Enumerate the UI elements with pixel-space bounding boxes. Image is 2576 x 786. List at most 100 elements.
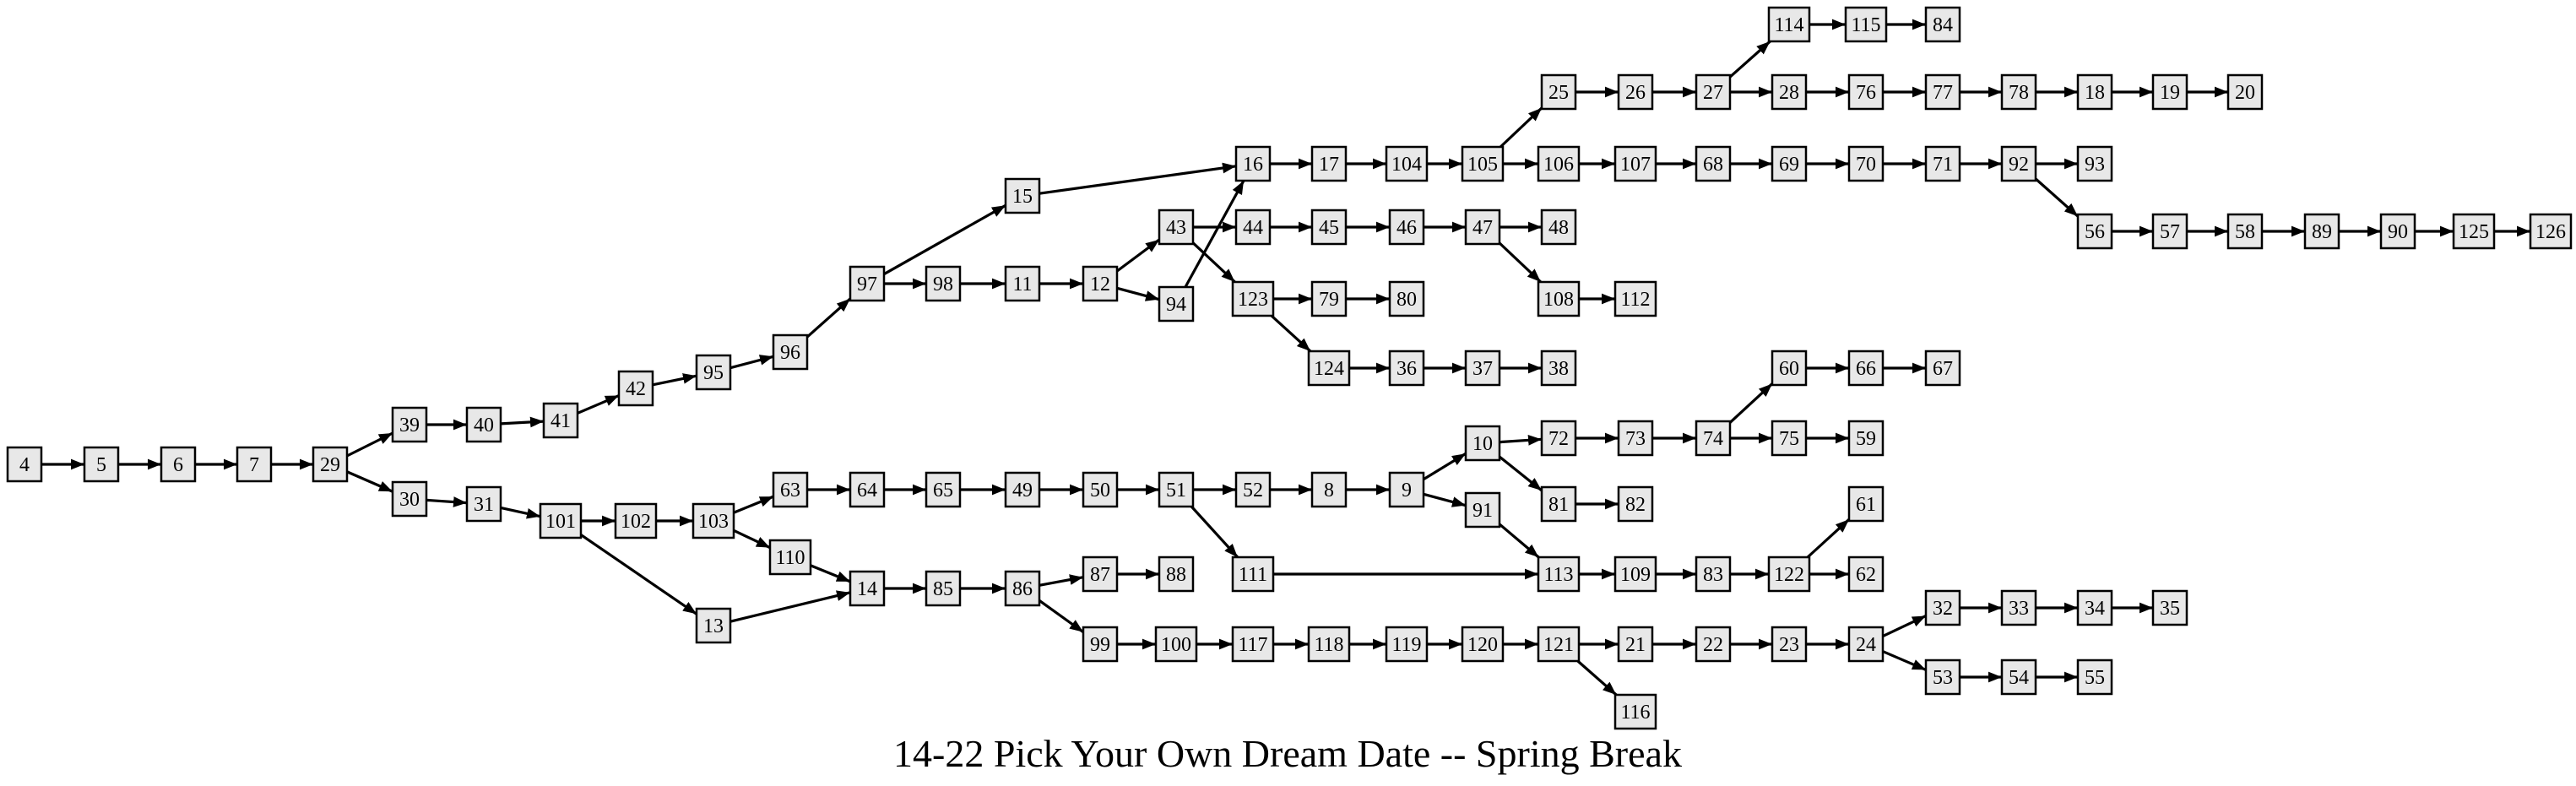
node-56: 56 (2076, 213, 2113, 250)
node-box (614, 502, 658, 539)
node-111: 111 (1231, 556, 1275, 593)
node-label: 96 (780, 342, 800, 364)
node-label: 52 (1243, 480, 1263, 501)
node-box (1537, 280, 1581, 317)
node-label: 103 (698, 511, 729, 533)
edge-10-81 (1499, 455, 1543, 492)
node-box (1158, 471, 1195, 508)
node-label: 34 (2085, 598, 2105, 620)
node-box (1388, 471, 1425, 508)
node-box (1234, 209, 1272, 246)
node-label: 54 (2009, 667, 2029, 689)
node-label: 117 (1238, 634, 1267, 656)
node-101: 101 (539, 502, 583, 539)
node-box (1234, 471, 1272, 508)
edge-29-30 (346, 470, 393, 493)
edge-103-110 (733, 529, 771, 550)
node-84: 84 (1924, 6, 1961, 43)
node-box (1082, 556, 1119, 593)
node-box (617, 370, 654, 407)
node-121: 121 (1537, 626, 1581, 663)
node-box (542, 402, 579, 439)
node-label: 35 (2160, 598, 2180, 620)
node-label: 92 (2009, 154, 2029, 176)
node-box (1388, 209, 1425, 246)
node-box (2226, 73, 2264, 111)
node-box (1082, 626, 1119, 663)
node-122: 122 (1767, 556, 1811, 593)
node-51: 51 (1158, 471, 1195, 508)
node-62: 62 (1847, 556, 1885, 593)
node-61: 61 (1847, 485, 1885, 523)
edges-layer (41, 19, 2530, 697)
edge-91-113 (1498, 523, 1540, 559)
node-117: 117 (1231, 626, 1275, 663)
node-label: 64 (857, 480, 877, 501)
node-label: 62 (1856, 564, 1876, 586)
node-label: 87 (1090, 564, 1110, 586)
node-box (1004, 471, 1041, 508)
edge-121-116 (1576, 659, 1618, 697)
node-78: 78 (2000, 73, 2037, 111)
node-68: 68 (1695, 145, 1732, 182)
node-box (1695, 73, 1732, 111)
node-19: 19 (2151, 73, 2188, 111)
node-label: 53 (1933, 667, 1953, 689)
node-label: 126 (2535, 221, 2566, 243)
node-30: 30 (391, 480, 428, 518)
node-label: 44 (1243, 217, 1263, 239)
node-label: 20 (2235, 82, 2255, 104)
node-33: 33 (2000, 589, 2037, 626)
node-box (2452, 213, 2496, 250)
node-72: 72 (1540, 420, 1577, 457)
node-110: 110 (768, 539, 812, 576)
node-label: 22 (1703, 634, 1723, 656)
node-box (1310, 209, 1348, 246)
node-box (2303, 213, 2340, 250)
node-label: 49 (1012, 480, 1033, 501)
node-label: 40 (474, 415, 494, 436)
node-49: 49 (1004, 471, 1041, 508)
node-label: 94 (1166, 294, 1186, 316)
node-box (1771, 420, 1808, 457)
node-label: 114 (1774, 14, 1803, 36)
node-75: 75 (1771, 420, 1808, 457)
node-label: 43 (1166, 217, 1186, 239)
node-label: 60 (1779, 358, 1799, 380)
node-55: 55 (2076, 659, 2113, 696)
edge-42-95 (652, 373, 697, 387)
node-label: 115 (1851, 14, 1880, 36)
node-box (1154, 626, 1198, 663)
node-label: 97 (857, 274, 877, 295)
node-box (2529, 213, 2573, 250)
node-box (772, 333, 809, 371)
node-label: 41 (550, 410, 571, 432)
node-label: 55 (2085, 667, 2105, 689)
node-64: 64 (849, 471, 886, 508)
node-label: 18 (2085, 82, 2105, 104)
node-label: 81 (1548, 494, 1569, 516)
node-box (1771, 350, 1808, 387)
node-box (1310, 471, 1348, 508)
node-label: 30 (399, 489, 420, 511)
node-box (849, 570, 886, 607)
node-13: 13 (695, 607, 732, 644)
edge-10-72 (1499, 435, 1543, 446)
node-65: 65 (925, 471, 962, 508)
node-107: 107 (1613, 145, 1657, 182)
node-label: 65 (933, 480, 953, 501)
node-label: 111 (1239, 564, 1267, 586)
node-81: 81 (1540, 485, 1577, 523)
node-80: 80 (1388, 280, 1425, 317)
node-label: 37 (1472, 358, 1493, 380)
node-52: 52 (1234, 471, 1272, 508)
node-box (1847, 73, 1885, 111)
node-label: 121 (1543, 634, 1574, 656)
node-96: 96 (772, 333, 809, 371)
node-label: 83 (1703, 564, 1723, 586)
node-box (1158, 285, 1195, 323)
node-54: 54 (2000, 659, 2037, 696)
node-label: 99 (1090, 634, 1110, 656)
node-40: 40 (465, 406, 502, 443)
node-115: 115 (1844, 6, 1888, 43)
